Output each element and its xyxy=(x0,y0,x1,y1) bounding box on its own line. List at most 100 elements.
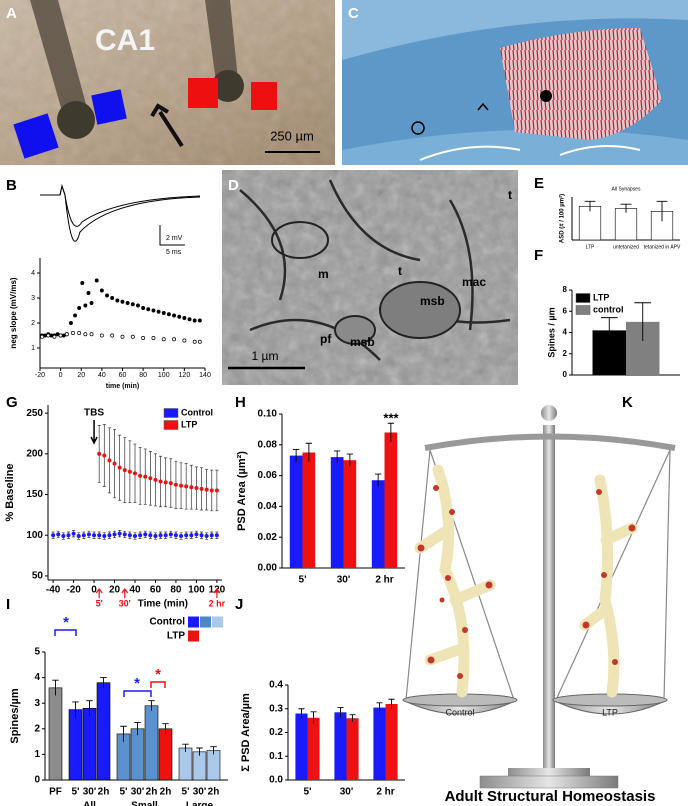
time-arrow xyxy=(213,588,221,598)
em-label: msb xyxy=(420,294,445,308)
y-tick-label: 1 xyxy=(31,345,35,352)
significance: * xyxy=(155,666,161,683)
point xyxy=(158,479,163,484)
point xyxy=(182,316,187,320)
em-label: mac xyxy=(462,275,486,289)
chain xyxy=(405,449,671,701)
error-bar xyxy=(134,721,141,736)
y-axis-label: PSD Area (µm²) xyxy=(236,451,248,531)
point xyxy=(146,307,151,312)
point xyxy=(173,533,178,538)
point xyxy=(204,487,209,492)
point xyxy=(130,334,135,339)
region-label: CA1 xyxy=(95,24,155,57)
error-bar xyxy=(620,203,632,213)
time-label: 5' xyxy=(96,598,103,608)
x-tick-label: 100 xyxy=(158,372,170,379)
bar xyxy=(158,728,173,781)
point xyxy=(99,288,104,293)
y-tick-label: 4 xyxy=(31,270,35,277)
error-bar xyxy=(182,743,189,752)
panel-letter: B xyxy=(6,177,17,194)
electrode-tip xyxy=(57,101,95,139)
pan-label: Control xyxy=(445,707,474,717)
x-tick-label: 80 xyxy=(170,585,182,596)
point xyxy=(71,331,75,335)
x-tick-label: 20 xyxy=(77,372,85,379)
error-bar xyxy=(333,450,341,464)
membrane xyxy=(379,281,461,339)
base xyxy=(508,768,590,776)
point xyxy=(194,532,199,537)
point xyxy=(107,533,112,538)
point xyxy=(76,534,81,539)
point xyxy=(89,301,94,305)
electrode xyxy=(30,0,88,118)
x-tick-label: 2h xyxy=(160,787,172,798)
group-label: Small xyxy=(131,801,158,806)
error-bar xyxy=(388,698,395,709)
x-tick-label: 30' xyxy=(83,787,97,798)
pole xyxy=(543,425,555,770)
y-tick-label: 0.02 xyxy=(258,532,278,543)
bar xyxy=(302,452,316,568)
em-label: msb xyxy=(350,335,375,349)
point xyxy=(120,299,125,304)
legend-swatch xyxy=(163,408,179,418)
x-tick-label: 80 xyxy=(139,372,147,379)
error-bar xyxy=(52,679,59,696)
point xyxy=(43,333,48,338)
group-label: All xyxy=(83,801,96,806)
error-bar xyxy=(100,677,107,688)
x-tick-label: 2h xyxy=(146,787,158,798)
point xyxy=(99,333,104,338)
x-tick-label: 5' xyxy=(120,787,128,798)
electrode-tip xyxy=(212,70,244,102)
pan-label: LTP xyxy=(602,707,618,717)
bar xyxy=(178,747,193,781)
scale-label: 250 µm xyxy=(270,128,314,143)
panel-letter: J xyxy=(235,596,243,613)
error-bar xyxy=(374,473,382,487)
panel-letter: K xyxy=(622,394,633,411)
panel-b-trace: 2 mV 5 ms xyxy=(40,184,201,256)
error-bar xyxy=(349,714,356,722)
point xyxy=(172,337,177,342)
error-bar xyxy=(305,442,313,462)
x-tick-label: 5' xyxy=(182,787,190,798)
chart-title: All Synapses xyxy=(612,186,641,192)
y-tick-label: 100 xyxy=(26,530,43,541)
x-tick-label: 2 hr xyxy=(375,575,393,586)
bar xyxy=(68,709,83,781)
point xyxy=(138,533,143,538)
point xyxy=(115,298,120,303)
error-bar xyxy=(376,702,383,713)
point xyxy=(52,334,57,339)
x-tick-label: 60 xyxy=(119,372,127,379)
dendrite xyxy=(579,474,638,698)
x-tick-label: 5' xyxy=(299,575,307,586)
error-bar xyxy=(292,448,300,462)
x-axis-label: Time (min) xyxy=(138,599,188,610)
x-tick-label: 2h xyxy=(98,787,110,798)
x-axis-label: time (min) xyxy=(106,383,139,390)
trace xyxy=(40,184,201,242)
point xyxy=(151,336,156,340)
point xyxy=(46,333,51,338)
point xyxy=(177,314,182,319)
point xyxy=(141,336,146,340)
scale-bar xyxy=(159,225,185,246)
y-tick-label: 1 xyxy=(34,749,40,760)
point xyxy=(163,480,168,485)
point xyxy=(187,317,192,322)
base xyxy=(479,775,619,789)
point xyxy=(199,533,204,538)
point xyxy=(97,451,102,456)
point xyxy=(110,296,115,300)
point xyxy=(77,331,82,335)
legend-label: LTP xyxy=(593,292,609,302)
point xyxy=(122,468,127,473)
stim-marker xyxy=(13,113,59,159)
x-tick-label: 30' xyxy=(131,787,145,798)
bar xyxy=(48,687,63,781)
